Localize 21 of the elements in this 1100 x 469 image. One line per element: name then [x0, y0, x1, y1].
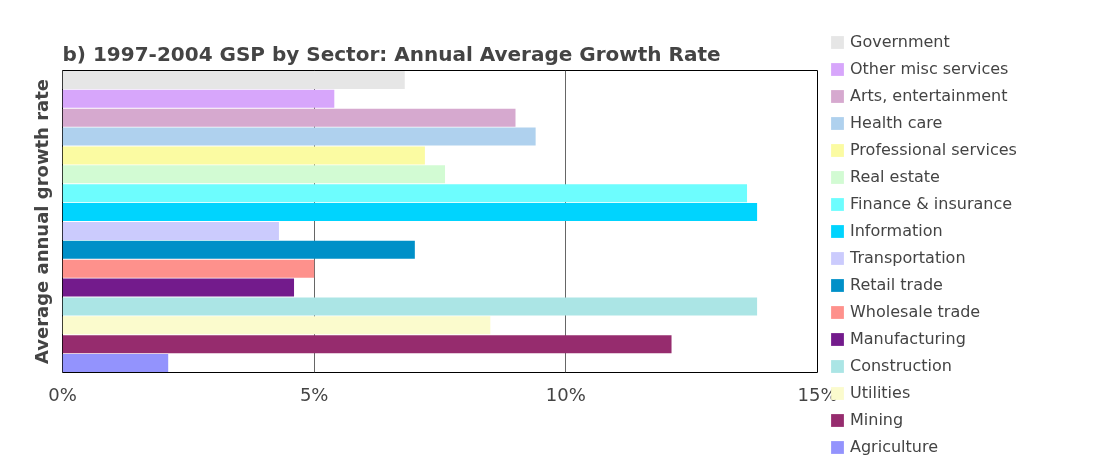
y-axis-title: Average annual growth rate — [30, 78, 52, 365]
legend-label: Mining — [850, 410, 904, 429]
x-tick-label: 10% — [545, 383, 586, 405]
legend-label: Other misc services — [850, 59, 1009, 78]
legend-label: Arts, entertainment — [850, 86, 1008, 105]
legend-label: Manufacturing — [850, 329, 966, 348]
legend-label: Information — [850, 221, 943, 240]
legend-label: Health care — [850, 113, 943, 132]
x-tick-label: 5% — [299, 383, 329, 405]
legend-label: Government — [850, 32, 950, 51]
legend-label: Construction — [850, 356, 952, 375]
legend-label: Finance & insurance — [850, 194, 1013, 213]
legend-label: Agriculture — [850, 437, 938, 456]
x-tick-label: 0% — [48, 383, 77, 405]
legend-label: Real estate — [850, 167, 940, 186]
legend-label: Professional services — [850, 140, 1017, 159]
legend-label: Retail trade — [850, 275, 943, 294]
legend-label: Utilities — [850, 383, 911, 402]
chart-title: b) 1997-2004 GSP by Sector: Annual Average Growth Rate — [62, 41, 721, 66]
legend-label: Transportation — [850, 248, 966, 267]
legend-label: Wholesale trade — [850, 302, 981, 321]
